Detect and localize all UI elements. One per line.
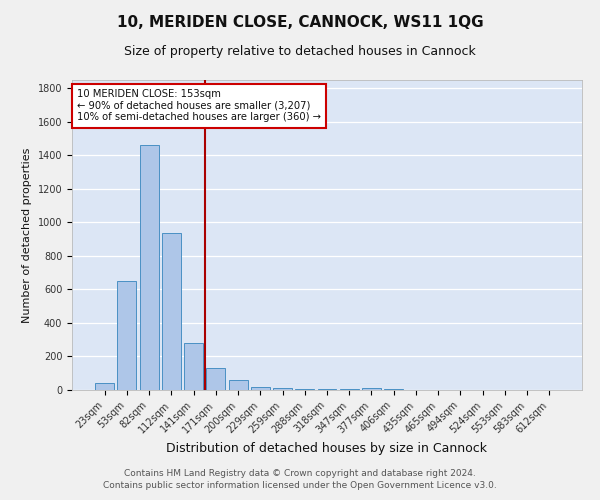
Y-axis label: Number of detached properties: Number of detached properties bbox=[22, 148, 32, 322]
Bar bbox=[273, 388, 292, 390]
Bar bbox=[384, 389, 403, 390]
Bar bbox=[206, 368, 225, 390]
Text: 10 MERIDEN CLOSE: 153sqm
← 90% of detached houses are smaller (3,207)
10% of sem: 10 MERIDEN CLOSE: 153sqm ← 90% of detach… bbox=[77, 90, 321, 122]
Bar bbox=[295, 389, 314, 390]
X-axis label: Distribution of detached houses by size in Cannock: Distribution of detached houses by size … bbox=[167, 442, 487, 454]
Text: Contains HM Land Registry data © Crown copyright and database right 2024.: Contains HM Land Registry data © Crown c… bbox=[124, 468, 476, 477]
Bar bbox=[118, 281, 136, 390]
Bar bbox=[251, 386, 270, 390]
Bar bbox=[184, 343, 203, 390]
Bar bbox=[340, 389, 359, 390]
Bar bbox=[317, 389, 337, 390]
Bar bbox=[140, 146, 158, 390]
Bar bbox=[162, 234, 181, 390]
Bar bbox=[362, 388, 381, 390]
Text: 10, MERIDEN CLOSE, CANNOCK, WS11 1QG: 10, MERIDEN CLOSE, CANNOCK, WS11 1QG bbox=[116, 15, 484, 30]
Text: Contains public sector information licensed under the Open Government Licence v3: Contains public sector information licen… bbox=[103, 481, 497, 490]
Text: Size of property relative to detached houses in Cannock: Size of property relative to detached ho… bbox=[124, 45, 476, 58]
Bar bbox=[229, 380, 248, 390]
Bar bbox=[95, 384, 114, 390]
